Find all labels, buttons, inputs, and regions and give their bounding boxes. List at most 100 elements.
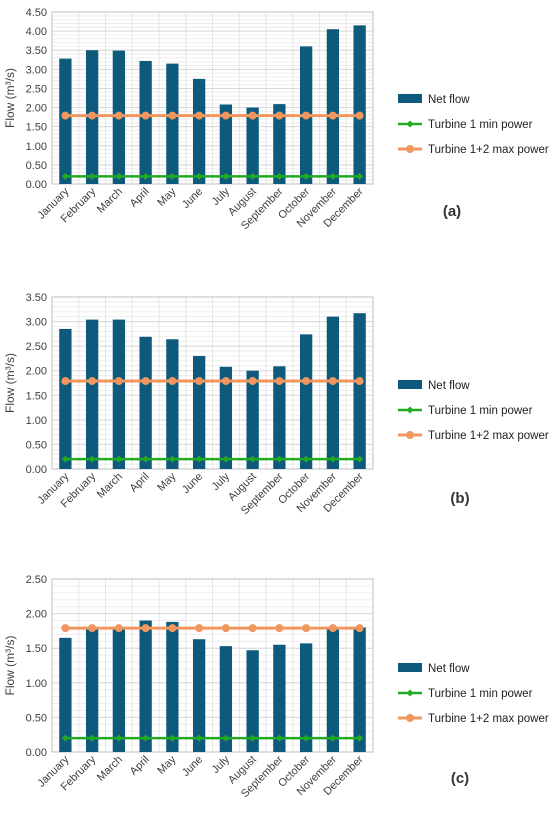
bar-net-flow-february xyxy=(85,319,99,469)
legend-marker-turbine1-min xyxy=(406,689,414,697)
legend-marker-turbine1-min xyxy=(406,406,414,414)
point-turbine12-max xyxy=(221,624,230,633)
point-turbine1-min xyxy=(142,172,150,180)
y-tick-label: 1.00 xyxy=(26,415,47,427)
bar-net-flow-april xyxy=(139,336,152,469)
point-turbine12-max xyxy=(195,377,204,386)
point-turbine12-max xyxy=(141,624,150,633)
point-turbine1-min xyxy=(222,172,230,180)
point-turbine1-min xyxy=(195,734,203,742)
y-tick-label: 1.00 xyxy=(26,678,47,690)
point-turbine1-min xyxy=(115,734,123,742)
bar-net-flow-july xyxy=(219,366,233,469)
bar-net-flow-december xyxy=(353,25,366,184)
point-turbine1-min xyxy=(88,455,96,463)
y-tick-label: 4.00 xyxy=(26,26,47,38)
bar-net-flow-july xyxy=(219,104,233,184)
point-turbine1-min xyxy=(115,455,123,463)
point-turbine1-min xyxy=(115,172,123,180)
legend-marker-turbine12-max xyxy=(406,714,414,722)
point-turbine12-max xyxy=(168,624,177,633)
legend-label-turbine1-min: Turbine 1 min power xyxy=(428,688,533,700)
y-tick-label: 1.50 xyxy=(26,390,47,402)
bar-net-flow-november xyxy=(326,29,340,185)
y-axis-title: Flow (m³/s) xyxy=(3,636,17,696)
point-turbine1-min xyxy=(329,455,337,463)
point-turbine12-max xyxy=(61,111,70,120)
x-tick-label: June xyxy=(180,186,205,211)
x-tick-label: July xyxy=(210,470,233,493)
legend-label-net-flow: Net flow xyxy=(428,94,470,106)
bar-net-flow-november xyxy=(326,627,340,752)
x-tick-label: March xyxy=(95,471,125,501)
x-tick-label: July xyxy=(210,185,233,208)
bar-net-flow-november xyxy=(326,316,340,469)
bar-net-flow-july xyxy=(219,646,233,752)
y-tick-label: 2.50 xyxy=(26,574,47,586)
x-tick-label: March xyxy=(95,754,125,784)
panel-label: (c) xyxy=(451,770,469,787)
bar-net-flow-january xyxy=(59,58,72,184)
point-turbine1-min xyxy=(61,172,69,180)
bar-net-flow-june xyxy=(192,355,206,469)
plot-area-border xyxy=(51,11,374,185)
point-turbine1-min xyxy=(356,455,364,463)
bar-net-flow-october xyxy=(299,643,313,752)
y-tick-label: 2.50 xyxy=(26,83,47,95)
point-turbine12-max xyxy=(195,111,204,120)
y-tick-label: 1.00 xyxy=(26,141,47,153)
point-turbine12-max xyxy=(168,377,177,386)
bar-net-flow-april xyxy=(139,620,152,752)
y-axis-title: Flow (m³/s) xyxy=(3,68,17,128)
legend: Net flow Turbine 1 min power Turbine 1+2 m… xyxy=(398,94,549,156)
y-tick-label: 2.50 xyxy=(26,341,47,353)
point-turbine12-max xyxy=(221,377,230,386)
point-turbine12-max xyxy=(168,111,177,120)
legend-label-net-flow: Net flow xyxy=(428,663,470,675)
y-tick-label: 2.00 xyxy=(26,366,47,378)
point-turbine12-max xyxy=(275,377,284,386)
point-turbine1-min xyxy=(275,172,283,180)
y-tick-label: 0.00 xyxy=(26,464,47,476)
panel-label: (a) xyxy=(443,203,461,220)
legend-label-turbine12-max: Turbine 1+2 max power xyxy=(428,430,549,442)
point-turbine1-min xyxy=(222,455,230,463)
point-turbine12-max xyxy=(355,111,364,120)
x-tick-label: May xyxy=(155,753,179,777)
y-tick-label: 0.50 xyxy=(26,712,47,724)
point-turbine1-min xyxy=(302,455,310,463)
point-turbine1-min xyxy=(329,734,337,742)
point-turbine12-max xyxy=(61,377,70,386)
point-turbine12-max xyxy=(114,111,123,120)
x-tick-label: July xyxy=(210,753,233,776)
y-tick-label: 0.00 xyxy=(26,179,47,191)
x-tick-label: May xyxy=(155,185,179,209)
bar-net-flow-january xyxy=(59,328,72,469)
bar-net-flow-april xyxy=(139,60,152,184)
bar-net-flow-june xyxy=(192,639,206,752)
legend-marker-turbine12-max xyxy=(406,431,414,439)
bar-net-flow-september xyxy=(273,644,286,752)
point-turbine1-min xyxy=(168,455,176,463)
x-tick-label: May xyxy=(155,470,179,494)
panel-label: (b) xyxy=(450,490,469,507)
bar-net-flow-may xyxy=(166,621,179,752)
point-turbine1-min xyxy=(329,172,337,180)
point-turbine1-min xyxy=(168,172,176,180)
legend-swatch-net-flow xyxy=(398,663,422,672)
point-turbine1-min xyxy=(168,734,176,742)
y-tick-label: 1.50 xyxy=(26,122,47,134)
point-turbine1-min xyxy=(275,455,283,463)
point-turbine12-max xyxy=(328,111,337,120)
point-turbine12-max xyxy=(114,377,123,386)
point-turbine12-max xyxy=(221,111,230,120)
point-turbine1-min xyxy=(275,734,283,742)
x-tick-label: April xyxy=(128,186,152,210)
bar-net-flow-august xyxy=(246,370,259,469)
chart-panel-1: 0.00 0.50 1.00 1.50 2.00 2.50 3.00 3.50 4.00 4.50… xyxy=(3,7,549,232)
point-turbine1-min xyxy=(302,734,310,742)
bar-net-flow-january xyxy=(59,637,72,752)
bar-net-flow-september xyxy=(273,104,286,184)
bar-net-flow-december xyxy=(353,627,366,752)
point-turbine12-max xyxy=(114,624,123,633)
